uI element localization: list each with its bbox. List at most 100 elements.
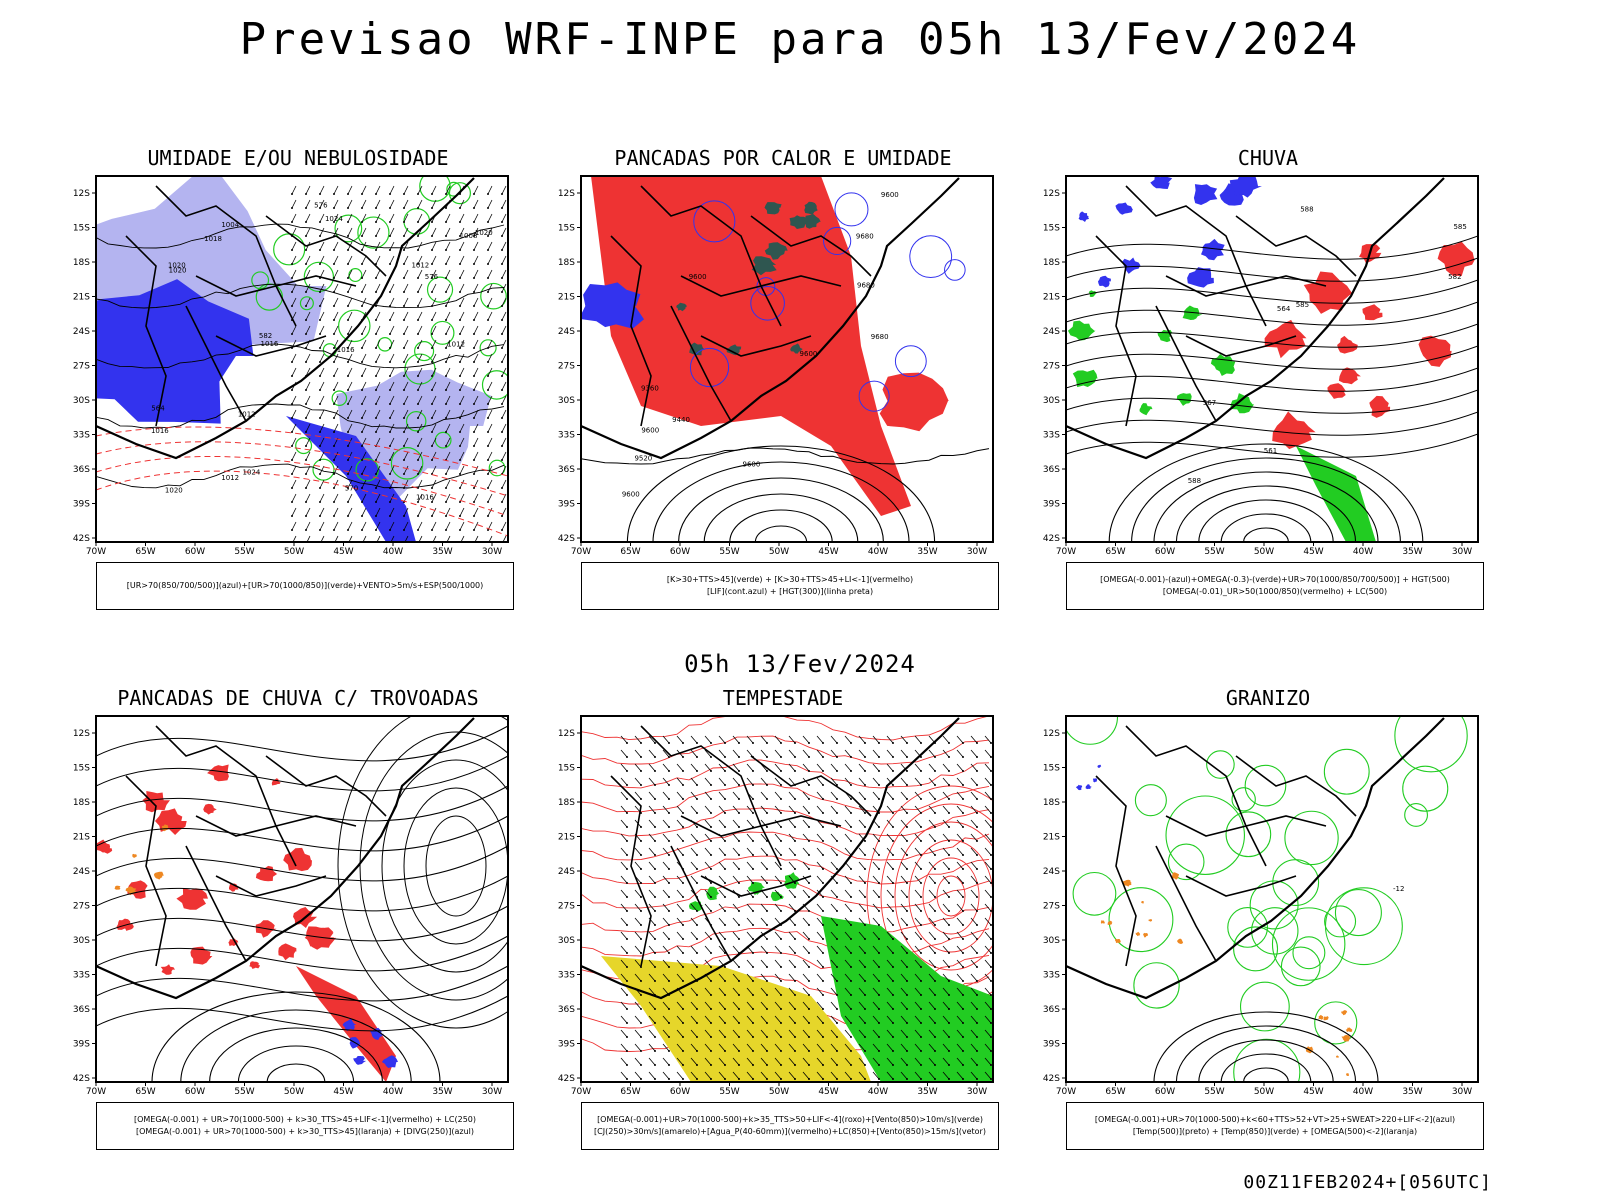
wind-vector-head: [752, 882, 754, 884]
wind-vector-head: [934, 966, 936, 968]
wind-vector: [347, 437, 353, 447]
wind-vector: [487, 423, 493, 433]
country-border: [265, 755, 387, 817]
wind-vector: [704, 931, 712, 940]
wind-vector: [690, 959, 698, 968]
wind-vector: [816, 833, 824, 842]
wind-vector: [347, 199, 353, 209]
omega-area: [1171, 872, 1179, 880]
wind-vector-head: [794, 1022, 796, 1024]
wind-vector: [620, 749, 628, 758]
wind-vector-head: [501, 529, 503, 531]
wind-vector: [886, 847, 894, 856]
wind-vector: [900, 889, 908, 898]
wind-vector-head: [431, 277, 433, 279]
wind-vector-head: [417, 473, 419, 475]
wind-vector-head: [794, 854, 796, 856]
wind-vector-head: [640, 770, 642, 772]
wind-vector: [431, 451, 437, 461]
wind-vector: [446, 535, 451, 542]
streamline: [337, 716, 508, 1029]
wind-vector: [333, 493, 339, 503]
wind-vector-head: [794, 882, 796, 884]
wind-vector-head: [417, 515, 419, 517]
wind-vector-head: [417, 529, 419, 531]
wind-vector: [648, 1057, 656, 1066]
lon-label: 40W: [868, 1087, 888, 1097]
wind-vector-head: [752, 1078, 754, 1080]
wind-vector-head: [892, 854, 894, 856]
wind-vector: [858, 847, 866, 856]
wind-vector: [956, 1015, 964, 1024]
wind-vector: [788, 847, 796, 856]
panel-trovoadas: PANCADAS DE CHUVA C/ TROVOADAS 12S 15S 18S 2…: [73, 686, 558, 1156]
wind-vector-head: [892, 994, 894, 996]
omega-area: [1318, 1015, 1324, 1020]
lon-label: 45W: [333, 1087, 353, 1097]
wind-vector: [900, 819, 908, 828]
wind-vector-head: [878, 784, 880, 786]
wind-vector-head: [836, 1078, 838, 1080]
wind-vector: [361, 451, 367, 461]
contour-label: 582: [1448, 273, 1461, 281]
temp850-contour: [1394, 716, 1468, 773]
wind-vector-head: [668, 882, 670, 884]
water-contour: [581, 855, 990, 885]
wind-vector-head: [319, 193, 321, 195]
wind-vector-head: [347, 277, 349, 279]
wind-vector-head: [724, 840, 726, 842]
wind-vector-head: [473, 291, 475, 293]
omega-area: [1345, 1027, 1353, 1032]
rain-area: [1210, 354, 1233, 371]
temp850-contour: [1323, 748, 1370, 795]
wind-vector: [417, 325, 423, 335]
wind-vector-head: [822, 952, 824, 954]
wind-vector: [305, 507, 311, 517]
wind-vector: [942, 861, 950, 870]
wind-vector: [844, 945, 852, 954]
wind-vector: [802, 931, 810, 940]
wind-vector: [417, 311, 423, 321]
wind-vector-head: [668, 840, 670, 842]
wind-vector: [984, 931, 992, 940]
wind-vector-head: [473, 249, 475, 251]
wind-vector-head: [794, 1036, 796, 1038]
wind-vector-head: [850, 994, 852, 996]
wind-vector: [375, 241, 381, 251]
wind-vector-head: [431, 459, 433, 461]
wind-vector: [872, 945, 880, 954]
wind-vector-head: [738, 980, 740, 982]
wind-vector-head: [487, 515, 489, 517]
thunder-area: [203, 803, 217, 815]
valid-time-label: 05h 13/Fev/2024: [684, 650, 916, 678]
wind-vector-head: [780, 1022, 782, 1024]
wind-vector: [886, 959, 894, 968]
wind-vector-head: [682, 770, 684, 772]
wind-vector-head: [682, 1008, 684, 1010]
wind-vector-head: [948, 966, 950, 968]
wind-vector: [718, 777, 726, 786]
country-border: [185, 845, 247, 962]
wind-vector: [970, 917, 978, 926]
wind-vector-head: [305, 193, 307, 195]
wind-vector: [305, 269, 311, 279]
wind-vector-head: [990, 1050, 992, 1052]
wind-vector-head: [389, 319, 391, 321]
wind-vector-head: [459, 487, 461, 489]
wind-vector: [872, 861, 880, 870]
wind-vector-head: [752, 938, 754, 940]
green-contour: [303, 261, 335, 293]
green-contour: [273, 233, 306, 266]
wind-vector-head: [459, 249, 461, 251]
wind-vector: [816, 1043, 824, 1052]
country-border: [215, 335, 327, 357]
wind-vector: [473, 199, 479, 209]
wind-vector: [375, 185, 381, 195]
wind-vector: [970, 763, 978, 772]
wind-vector: [319, 451, 325, 461]
temp850-contour: [1133, 962, 1180, 1009]
wind-vector-head: [850, 742, 852, 744]
wind-vector-head: [333, 389, 335, 391]
wind-vector-head: [710, 826, 712, 828]
wind-vector-head: [948, 994, 950, 996]
